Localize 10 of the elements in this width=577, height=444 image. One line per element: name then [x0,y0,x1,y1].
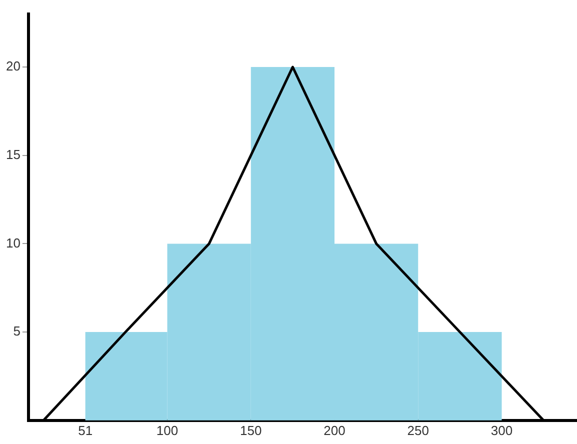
x-tick-label: 250 [407,422,429,438]
y-tick-label: 10 [6,235,20,250]
y-tick-label: 15 [6,146,20,162]
x-tick-label: 100 [156,422,178,438]
x-tick-label: 150 [240,422,262,438]
x-tick-label: 200 [324,422,346,438]
x-tick-label: 300 [490,422,513,438]
y-tick-label: 20 [6,58,20,74]
x-tick-label: 51 [78,422,93,438]
y-tick-label: 5 [13,324,20,339]
